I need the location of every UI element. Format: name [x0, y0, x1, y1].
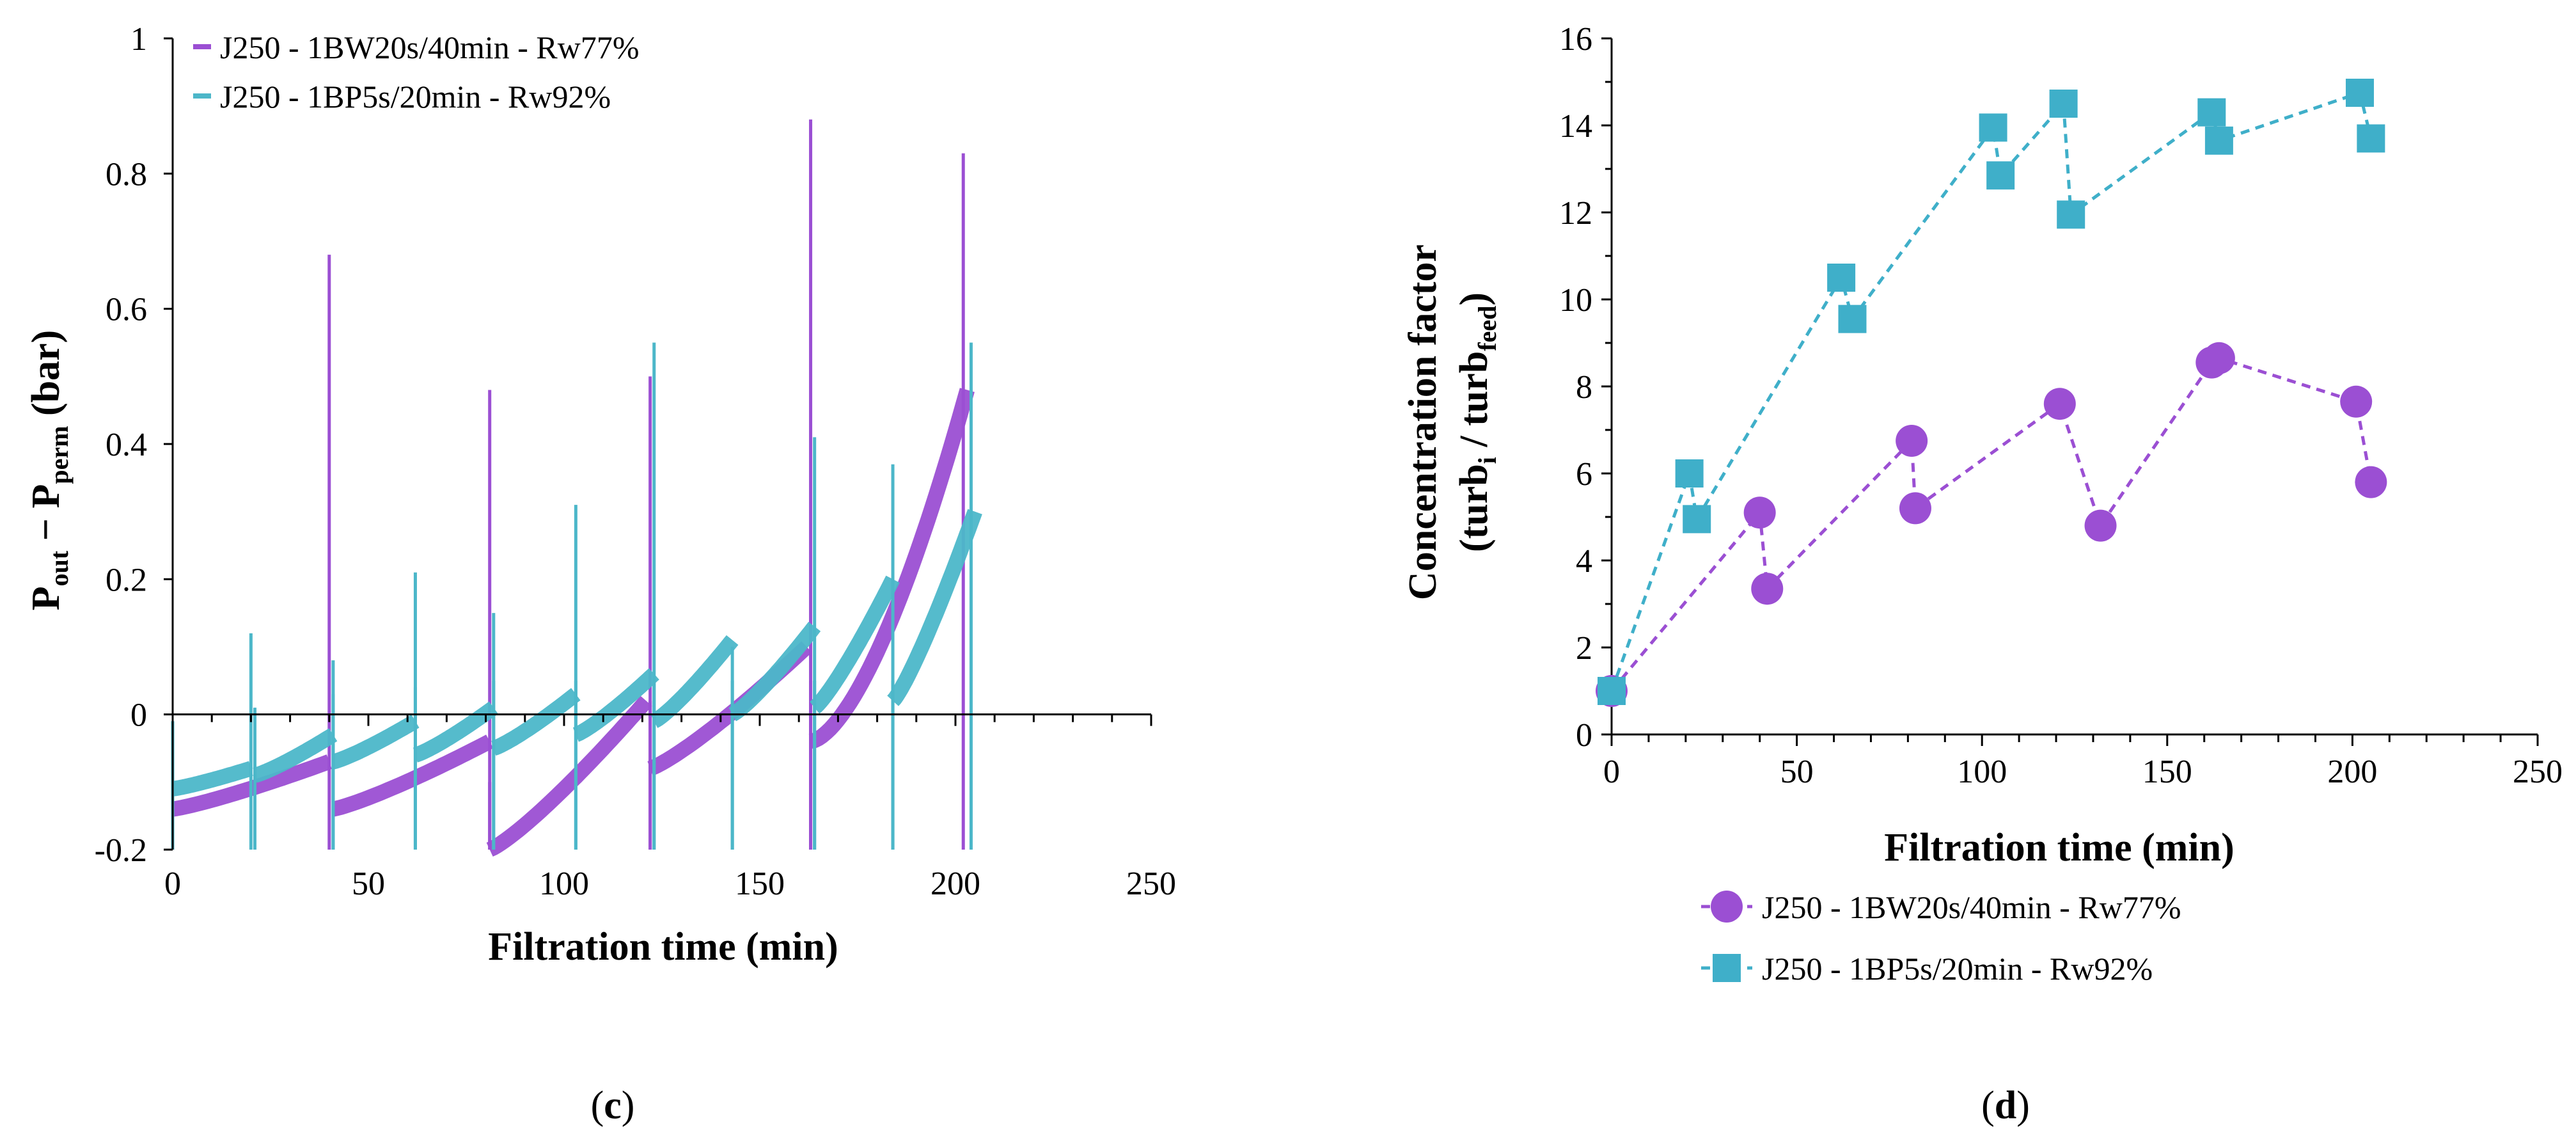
- series-c-1: [167, 342, 982, 850]
- cycle-line-c: [488, 688, 582, 756]
- cycle-line-c: [648, 635, 739, 728]
- xlabel-c: Filtration time (min): [488, 925, 838, 969]
- x-tick-label-d: 100: [1957, 754, 2007, 790]
- legend-label-purple-c: J250 - 1BW20s/40min - Rw77%: [220, 29, 640, 65]
- y-tick-label-d: 0: [1576, 717, 1592, 754]
- y-tick-label-d: 16: [1559, 21, 1592, 58]
- y-tick-label-c: 0.4: [106, 427, 147, 463]
- data-point-square-d: [2357, 124, 2385, 153]
- data-point-square-d: [2057, 200, 2085, 229]
- data-point-square-d: [1683, 505, 1711, 534]
- cycle-line-c: [806, 388, 975, 749]
- data-point-circle-d: [2340, 385, 2373, 418]
- legend-marker-square-d: [1713, 954, 1741, 982]
- cycle-line-c: [808, 575, 900, 714]
- panel-label-d: (d): [1981, 1084, 2030, 1127]
- legend-label-cyan-c: J250 - 1BP5s/20min - Rw92%: [220, 79, 611, 115]
- y-tick-label-c: 0.2: [106, 562, 147, 598]
- ylabel-d: Concentration factor (turbi / turbfeed): [1401, 244, 1502, 600]
- axes-c: -0.2 0 0.2 0.4 0.6 0.8 1 0 50 100 150 200 250: [95, 21, 1176, 902]
- cycle-line-c: [485, 695, 652, 857]
- y-tick-label-c: 0.8: [106, 156, 147, 193]
- series-c-0: [169, 119, 975, 857]
- data-point-circle-d: [2355, 466, 2387, 498]
- y-tick-label-d: 8: [1576, 369, 1592, 406]
- data-point-circle-d: [1743, 496, 1776, 529]
- data-point-square-d: [2049, 90, 2078, 118]
- y-tick-label-c: 0: [130, 697, 147, 734]
- y-tick-label-d: 4: [1576, 543, 1592, 580]
- y-tick-label-d: 14: [1559, 108, 1592, 145]
- cycle-line-c: [167, 761, 257, 797]
- series-d-0: [1596, 342, 2387, 707]
- series-d-1: [1598, 79, 2385, 705]
- data-point-circle-d: [2203, 342, 2235, 374]
- x-tick-label-d: 50: [1780, 754, 1814, 790]
- y-tick-label-c: 1: [130, 21, 147, 58]
- cycle-line-c: [329, 734, 494, 817]
- data-point-circle-d: [2084, 509, 2117, 542]
- data-point-square-d: [1986, 161, 2015, 190]
- legend-d: J250 - 1BW20s/40min - Rw77% J250 - 1BP5s…: [1701, 889, 2181, 987]
- y-tick-label-d: 12: [1559, 195, 1592, 232]
- data-point-circle-d: [1751, 573, 1784, 605]
- legend-c: J250 - 1BW20s/40min - Rw77% J250 - 1BP5s…: [193, 29, 640, 115]
- data-point-square-d: [2345, 79, 2374, 107]
- cycle-line-c: [887, 509, 982, 706]
- cycle-line-c: [409, 701, 499, 763]
- data-point-square-d: [1675, 459, 1704, 488]
- y-tick-label-c: -0.2: [95, 832, 147, 869]
- legend-label-cyan-d: J250 - 1BP5s/20min - Rw92%: [1762, 951, 2153, 987]
- y-tick-label-d: 6: [1576, 456, 1592, 493]
- cycle-line-c: [327, 714, 421, 770]
- legend-label-purple-d: J250 - 1BW20s/40min - Rw77%: [1762, 889, 2181, 925]
- chart-c: -0.2 0 0.2 0.4 0.6 0.8 1 0 50 100 150 200 250 Filtra…: [24, 21, 1176, 1127]
- x-tick-label-c: 250: [1126, 866, 1176, 902]
- cycle-line-c: [570, 668, 660, 742]
- data-point-square-d: [1838, 305, 1867, 333]
- panel-label-c: (c): [591, 1084, 635, 1127]
- y-tick-label-d: 10: [1559, 282, 1592, 319]
- series-line-d: [1610, 356, 2373, 692]
- x-tick-label-d: 150: [2142, 754, 2192, 790]
- data-point-square-d: [2204, 126, 2233, 155]
- cycle-line-c: [726, 621, 821, 722]
- x-tick-label-c: 0: [164, 866, 181, 902]
- data-point-circle-d: [2043, 388, 2076, 420]
- ylabel-d-line1: Concentration factor: [1401, 244, 1445, 600]
- y-tick-label-d: 2: [1576, 630, 1592, 667]
- y-tick-label-c: 0.6: [106, 292, 147, 328]
- plot-area-d: [1596, 79, 2387, 707]
- x-tick-label-c: 200: [931, 866, 980, 902]
- x-tick-label-c: 50: [352, 866, 385, 902]
- data-point-square-d: [2197, 98, 2226, 127]
- x-tick-label-d: 0: [1603, 754, 1620, 790]
- x-tick-label-d: 200: [2327, 754, 2377, 790]
- x-tick-label-d: 250: [2513, 754, 2563, 790]
- plot-area-c: [167, 119, 982, 857]
- legend-marker-circle-d: [1711, 891, 1743, 923]
- data-point-square-d: [1827, 264, 1856, 292]
- data-point-square-d: [1979, 113, 2007, 142]
- xlabel-d: Filtration time (min): [1884, 826, 2234, 869]
- ylabel-c: Pout − Pperm (bar): [24, 330, 74, 611]
- x-tick-label-c: 100: [539, 866, 589, 902]
- ylabel-d-line2: (turbi / turbfeed): [1452, 292, 1502, 552]
- chart-d: 0 2 4 6 8 10 12 14 16 0 50 100 150 200 250 Filtration …: [1401, 21, 2563, 1127]
- cycle-line-c: [249, 728, 339, 783]
- axes-d: 0 2 4 6 8 10 12 14 16 0 50 100 150 200 250: [1559, 21, 2563, 790]
- data-point-circle-d: [1899, 492, 1931, 525]
- data-point-square-d: [1598, 677, 1626, 705]
- x-tick-label-c: 150: [735, 866, 785, 902]
- data-point-circle-d: [1896, 425, 1928, 457]
